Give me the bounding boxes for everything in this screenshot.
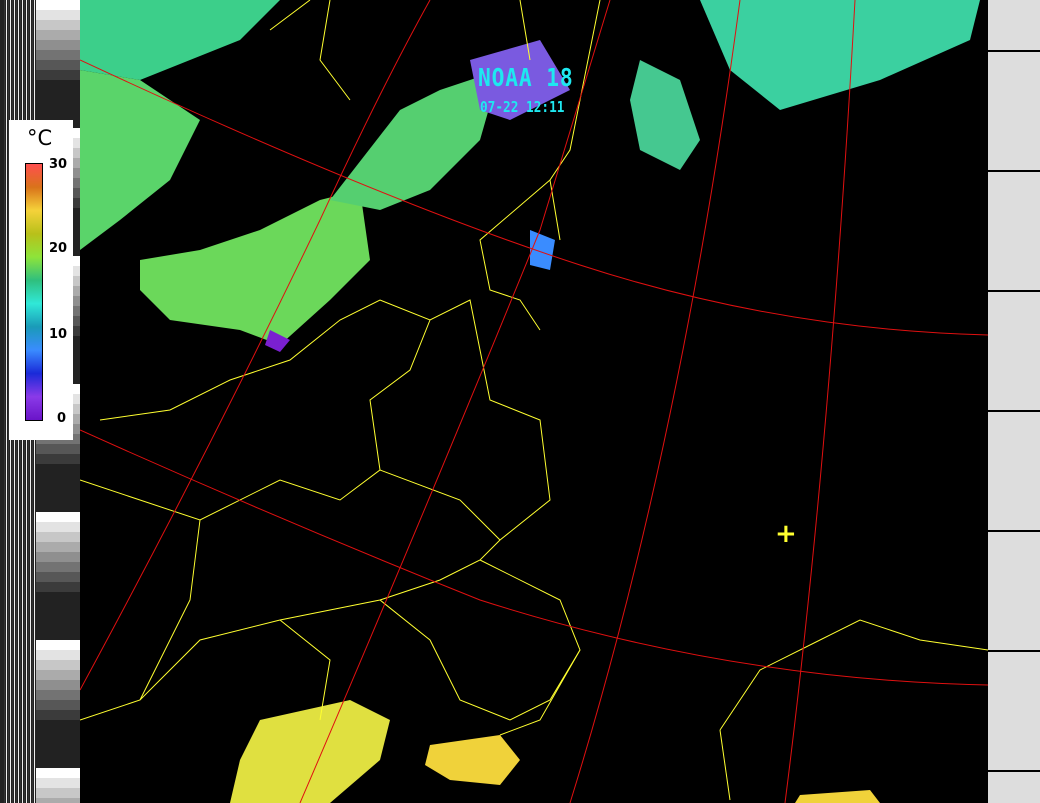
telemetry-line <box>988 170 1040 172</box>
telemetry-stripe <box>4 0 5 803</box>
telemetry-wedge <box>36 768 80 778</box>
graticule-lines <box>80 0 988 803</box>
telemetry-wedge <box>36 572 80 582</box>
satellite-title: NOAA 18 <box>478 63 574 92</box>
telemetry-wedge <box>36 700 80 710</box>
satellite-map <box>80 0 988 803</box>
telemetry-wedge <box>36 50 80 60</box>
country-borders <box>80 0 988 801</box>
telemetry-wedge <box>36 690 80 700</box>
telemetry-line <box>988 410 1040 412</box>
telemetry-wedge <box>36 710 80 720</box>
legend-tick-10: 10 <box>49 327 68 342</box>
telemetry-wedge <box>36 512 80 522</box>
land-temperature-areas <box>80 0 980 803</box>
telemetry-wedge <box>36 40 80 50</box>
telemetry-wedge <box>36 788 80 798</box>
legend-tick-0: 0 <box>57 411 67 426</box>
telemetry-wedge <box>36 640 80 650</box>
telemetry-wedge <box>36 562 80 572</box>
telemetry-wedge <box>36 60 80 70</box>
telemetry-wedge <box>36 552 80 562</box>
telemetry-line <box>988 650 1040 652</box>
telemetry-wedge <box>36 660 80 670</box>
telemetry-line <box>988 770 1040 772</box>
legend-tick-30: 30 <box>49 157 68 172</box>
legend-colorbar <box>25 163 43 421</box>
telemetry-wedge <box>36 532 80 542</box>
telemetry-wedge <box>36 582 80 592</box>
telemetry-stripe <box>6 0 7 803</box>
capture-timestamp: 07-22 12:11 <box>480 98 565 116</box>
telemetry-wedge <box>36 650 80 660</box>
telemetry-wedge <box>36 444 80 454</box>
telemetry-line <box>988 50 1040 52</box>
telemetry-wedge <box>36 542 80 552</box>
temperature-legend: °C 30 20 10 0 <box>9 120 73 440</box>
telemetry-wedge <box>36 70 80 80</box>
location-marker-icon: + <box>775 519 797 549</box>
telemetry-strip-right <box>988 0 1040 803</box>
legend-unit: °C <box>27 126 53 150</box>
telemetry-wedge <box>36 0 80 10</box>
telemetry-wedge <box>36 522 80 532</box>
telemetry-line <box>988 530 1040 532</box>
telemetry-wedge <box>36 454 80 464</box>
legend-tick-20: 20 <box>49 241 68 256</box>
telemetry-wedge <box>36 680 80 690</box>
telemetry-wedge <box>36 20 80 30</box>
telemetry-wedge <box>36 670 80 680</box>
telemetry-wedge <box>36 778 80 788</box>
telemetry-wedge <box>36 30 80 40</box>
telemetry-line <box>988 290 1040 292</box>
telemetry-stripe <box>8 0 9 803</box>
telemetry-wedge <box>36 10 80 20</box>
telemetry-wedge <box>36 798 80 803</box>
